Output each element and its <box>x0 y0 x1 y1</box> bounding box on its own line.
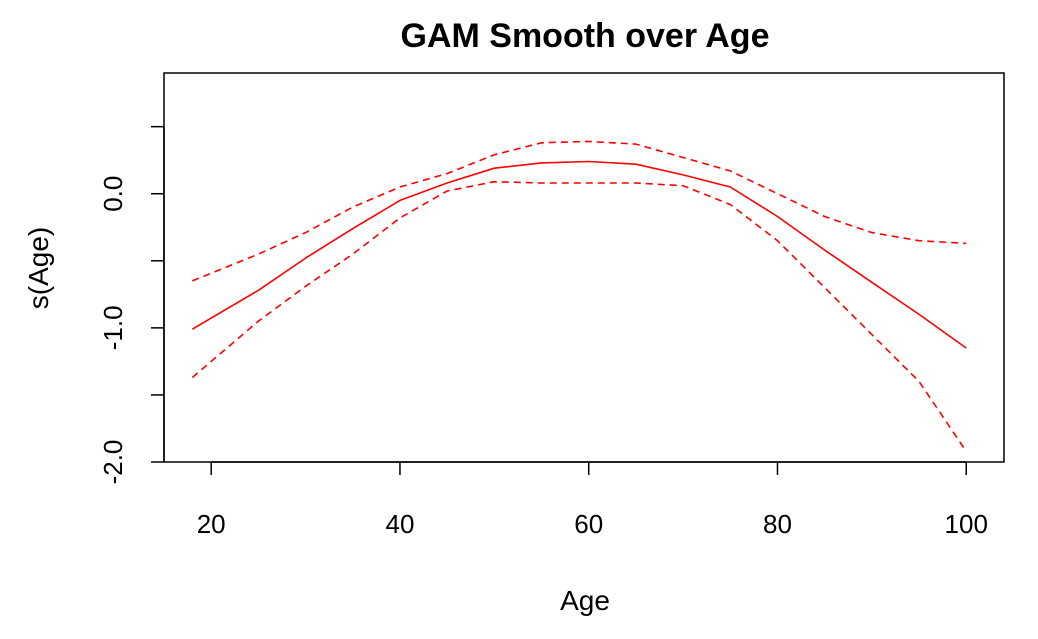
x-tick-label: 40 <box>385 509 414 539</box>
chart-title: GAM Smooth over Age <box>401 17 770 55</box>
y-axis: -2.0 -1.0 0.0 <box>98 125 165 485</box>
plot-frame <box>163 72 1005 463</box>
x-tick-label: 100 <box>945 509 988 539</box>
lower-band-line <box>191 180 967 452</box>
x-tick-label: 20 <box>197 509 226 539</box>
x-tick-label: 60 <box>574 509 603 539</box>
upper-band-line <box>191 140 967 282</box>
y-tick-label: -1.0 <box>98 305 128 350</box>
x-axis: 20 40 60 80 100 <box>197 461 988 539</box>
x-tick-label: 80 <box>763 509 792 539</box>
y-tick-label: -2.0 <box>98 440 128 485</box>
y-tick-label: 0.0 <box>98 176 128 212</box>
y-axis-label: s(Age) <box>23 227 54 309</box>
series-layer <box>191 140 967 452</box>
x-axis-label: Age <box>560 585 610 616</box>
smooth-line <box>191 160 967 349</box>
